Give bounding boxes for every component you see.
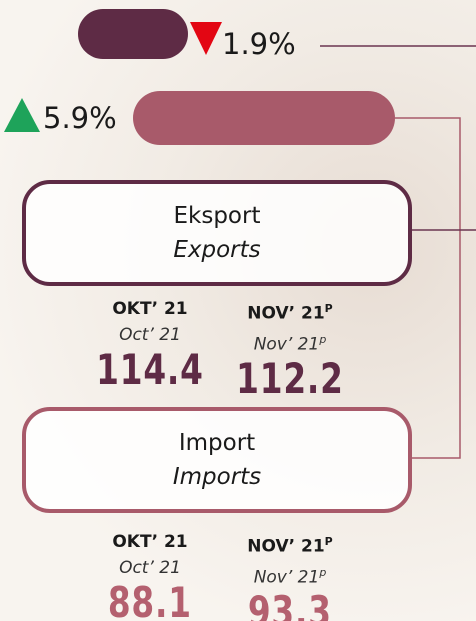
period-sublabel-text: Oct’ 21 — [119, 558, 181, 578]
period-label: NOV’ 21P — [210, 296, 370, 327]
export-change: 1.9% — [222, 30, 296, 59]
value-wrap: 112.2 — [210, 357, 370, 401]
period-sublabel: Nov’ 21p — [210, 327, 370, 358]
period-value: 112.2 — [236, 357, 344, 401]
section-subtitle: Imports — [173, 460, 261, 494]
period-sublabel-sup: p — [319, 333, 326, 346]
period-label-text: OKT’ 21 — [112, 532, 187, 552]
value-wrap: 88.1 — [70, 581, 230, 621]
period-column: OKT’ 21 Oct’ 21 114.4 — [70, 296, 230, 392]
period-value: 93.3 — [248, 590, 332, 621]
period-label-sup: P — [325, 535, 333, 548]
section-title: Import — [179, 426, 255, 460]
period-sublabel-text: Nov’ 21 — [254, 334, 320, 354]
connector — [395, 118, 460, 458]
period-label-sup: P — [325, 302, 333, 315]
value-wrap: 114.4 — [70, 348, 230, 392]
import-change-bar — [133, 91, 395, 145]
period-sublabel-sup: p — [319, 566, 326, 579]
export-change-bar — [78, 9, 188, 59]
up-arrow — [4, 98, 40, 132]
export-box: Eksport Exports — [22, 180, 412, 286]
period-label: OKT’ 21 — [70, 296, 230, 322]
import-box: Import Imports — [22, 407, 412, 513]
period-label-text: NOV’ 21 — [247, 537, 324, 557]
section-title: Eksport — [174, 199, 261, 233]
period-sublabel-text: Nov’ 21 — [254, 567, 320, 587]
period-label-text: OKT’ 21 — [112, 299, 187, 319]
infographic: 1.9% 5.9% Eksport Exports Import Imports… — [0, 0, 476, 621]
period-column: OKT’ 21 Oct’ 21 88.1 — [70, 529, 230, 621]
period-label: OKT’ 21 — [70, 529, 230, 555]
period-sublabel-text: Oct’ 21 — [119, 325, 181, 345]
period-value: 114.4 — [96, 348, 204, 392]
period-sublabel: Nov’ 21p — [210, 560, 370, 591]
import-change: 5.9% — [43, 104, 117, 133]
value-wrap: 93.3 — [210, 590, 370, 621]
period-value: 88.1 — [108, 581, 192, 621]
section-subtitle: Exports — [173, 233, 260, 267]
period-label: NOV’ 21P — [210, 529, 370, 560]
period-label-text: NOV’ 21 — [247, 304, 324, 324]
down-arrow — [190, 22, 222, 55]
